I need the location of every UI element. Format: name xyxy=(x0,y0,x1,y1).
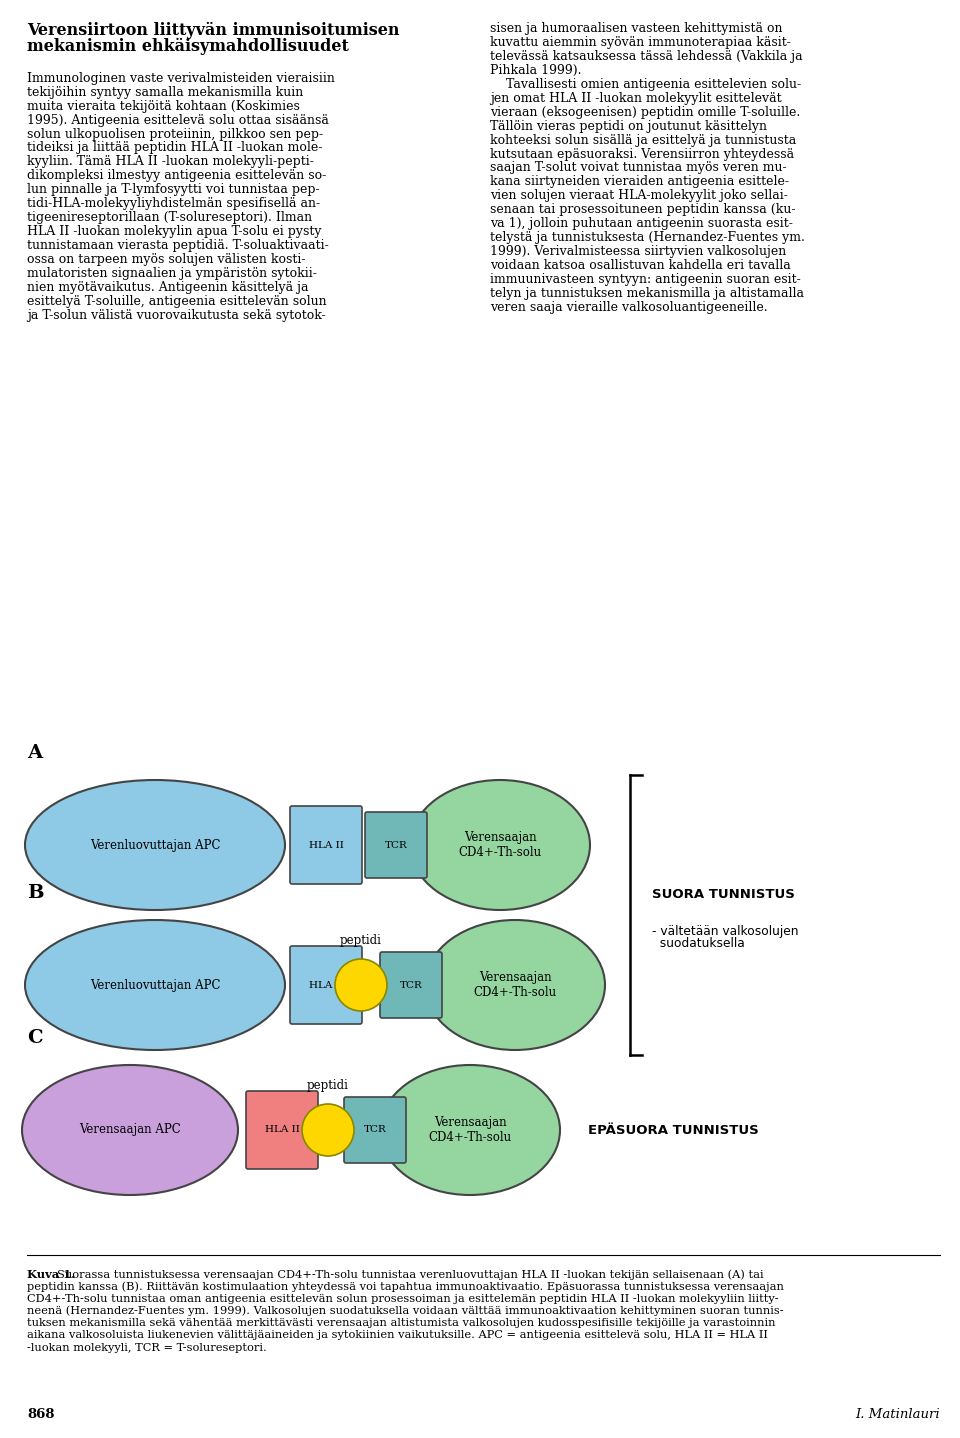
Text: - vältetään valkosolujen: - vältetään valkosolujen xyxy=(652,925,799,938)
Text: jen omat HLA II -luokan molekyylit esittelevät: jen omat HLA II -luokan molekyylit esitt… xyxy=(490,92,781,105)
Ellipse shape xyxy=(25,779,285,910)
Text: peptidi: peptidi xyxy=(340,935,382,948)
Text: peptidi: peptidi xyxy=(307,1078,348,1091)
Text: muita vieraita tekijöitä kohtaan (Koskimies: muita vieraita tekijöitä kohtaan (Koskim… xyxy=(27,99,300,112)
Text: kyyliin. Tämä HLA II -luokan molekyyli-pepti-: kyyliin. Tämä HLA II -luokan molekyyli-p… xyxy=(27,155,314,168)
Text: Suorassa tunnistuksessa verensaajan CD4+-Th-solu tunnistaa verenluovuttajan HLA : Suorassa tunnistuksessa verensaajan CD4+… xyxy=(57,1268,763,1280)
Text: esittelyä T-soluille, antigeenia esittelevän solun: esittelyä T-soluille, antigeenia esittel… xyxy=(27,295,326,308)
Text: TCR: TCR xyxy=(399,981,422,989)
Circle shape xyxy=(302,1104,354,1156)
Text: HLA II: HLA II xyxy=(308,840,344,850)
Text: A: A xyxy=(27,743,42,762)
Text: senaan tai prosessoituneen peptidin kanssa (ku-: senaan tai prosessoituneen peptidin kans… xyxy=(490,203,796,216)
Text: Kuva 1.: Kuva 1. xyxy=(27,1268,75,1280)
Text: lun pinnalle ja T-lymfosyytti voi tunnistaa pep-: lun pinnalle ja T-lymfosyytti voi tunnis… xyxy=(27,183,320,197)
Text: 868: 868 xyxy=(27,1408,55,1421)
Text: tigeenireseptorillaan (T-solureseptori). Ilman: tigeenireseptorillaan (T-solureseptori).… xyxy=(27,211,312,224)
Text: vien solujen vieraat HLA-molekyylit joko sellai-: vien solujen vieraat HLA-molekyylit joko… xyxy=(490,190,788,203)
Text: televässä katsauksessa tässä lehdessä (Vakkila ja: televässä katsauksessa tässä lehdessä (V… xyxy=(490,50,803,63)
Text: Verensiirtoon liittyvän immunisoitumisen: Verensiirtoon liittyvän immunisoitumisen xyxy=(27,22,399,39)
Ellipse shape xyxy=(425,920,605,1050)
Text: tuksen mekanismilla sekä vähentää merkittävästi verensaajan altistumista valkoso: tuksen mekanismilla sekä vähentää merkit… xyxy=(27,1319,776,1329)
Text: kana siirtyneiden vieraiden antigeenia esittele-: kana siirtyneiden vieraiden antigeenia e… xyxy=(490,175,789,188)
Text: peptidin kanssa (B). Riittävän kostimulaation yhteydessä voi tapahtua immunoakti: peptidin kanssa (B). Riittävän kostimula… xyxy=(27,1281,784,1291)
Text: HLA II: HLA II xyxy=(308,981,344,989)
Text: immuunivasteen syntyyn: antigeenin suoran esit-: immuunivasteen syntyyn: antigeenin suora… xyxy=(490,273,801,286)
Text: 1995). Antigeenia esittelevä solu ottaa sisäänsä: 1995). Antigeenia esittelevä solu ottaa … xyxy=(27,114,329,127)
Text: HLA II: HLA II xyxy=(265,1126,300,1135)
Text: sisen ja humoraalisen vasteen kehittymistä on: sisen ja humoraalisen vasteen kehittymis… xyxy=(490,22,782,35)
FancyBboxPatch shape xyxy=(380,952,442,1018)
Text: EPÄSUORA TUNNISTUS: EPÄSUORA TUNNISTUS xyxy=(588,1123,758,1136)
Text: TCR: TCR xyxy=(364,1126,386,1135)
Text: tidi-HLA-molekyyliyhdistelmän spesifisellä an-: tidi-HLA-molekyyliyhdistelmän spesifisel… xyxy=(27,197,320,210)
FancyBboxPatch shape xyxy=(344,1097,406,1163)
Text: Pihkala 1999).: Pihkala 1999). xyxy=(490,63,582,76)
Text: Immunologinen vaste verivalmisteiden vieraisiin: Immunologinen vaste verivalmisteiden vie… xyxy=(27,72,335,85)
Text: telystä ja tunnistuksesta (Hernandez-Fuentes ym.: telystä ja tunnistuksesta (Hernandez-Fue… xyxy=(490,232,804,244)
Text: Tällöin vieras peptidi on joutunut käsittelyn: Tällöin vieras peptidi on joutunut käsit… xyxy=(490,119,767,132)
Text: ja T-solun välistä vuorovaikutusta sekä sytotok-: ja T-solun välistä vuorovaikutusta sekä … xyxy=(27,309,325,322)
Text: Verensaajan APC: Verensaajan APC xyxy=(79,1123,180,1136)
Text: kohteeksi solun sisällä ja esittelyä ja tunnistusta: kohteeksi solun sisällä ja esittelyä ja … xyxy=(490,134,796,147)
Text: ossa on tarpeen myös solujen välisten kosti-: ossa on tarpeen myös solujen välisten ko… xyxy=(27,253,305,266)
Circle shape xyxy=(335,959,387,1011)
Ellipse shape xyxy=(410,779,590,910)
Text: suodatuksella: suodatuksella xyxy=(652,938,745,951)
Text: aikana valkosoluista liukenevien välittäjäaineiden ja sytokiinien vaikutuksille.: aikana valkosoluista liukenevien välittä… xyxy=(27,1330,768,1340)
Text: vieraan (eksogeenisen) peptidin omille T-soluille.: vieraan (eksogeenisen) peptidin omille T… xyxy=(490,106,801,119)
Text: mulatoristen signaalien ja ympäristön sytokii-: mulatoristen signaalien ja ympäristön sy… xyxy=(27,267,317,280)
Text: dikompleksi ilmestyy antigeenia esittelevän so-: dikompleksi ilmestyy antigeenia esittele… xyxy=(27,170,326,183)
Text: saajan T-solut voivat tunnistaa myös veren mu-: saajan T-solut voivat tunnistaa myös ver… xyxy=(490,161,786,174)
Text: nien myötävaikutus. Antigeenin käsittelyä ja: nien myötävaikutus. Antigeenin käsittely… xyxy=(27,280,308,293)
Text: voidaan katsoa osallistuvan kahdella eri tavalla: voidaan katsoa osallistuvan kahdella eri… xyxy=(490,259,791,272)
Ellipse shape xyxy=(380,1066,560,1195)
Text: HLA II -luokan molekyylin apua T-solu ei pysty: HLA II -luokan molekyylin apua T-solu ei… xyxy=(27,226,322,239)
Text: tekijöihin syntyy samalla mekanismilla kuin: tekijöihin syntyy samalla mekanismilla k… xyxy=(27,86,303,99)
Text: solun ulkopuolisen proteiinin, pilkkoo sen pep-: solun ulkopuolisen proteiinin, pilkkoo s… xyxy=(27,128,324,141)
Text: I. Matinlauri: I. Matinlauri xyxy=(855,1408,940,1421)
Ellipse shape xyxy=(25,920,285,1050)
Text: Verenluovuttajan APC: Verenluovuttajan APC xyxy=(89,978,220,991)
Text: TCR: TCR xyxy=(385,840,407,850)
Text: 1999). Verivalmisteessa siirtyvien valkosolujen: 1999). Verivalmisteessa siirtyvien valko… xyxy=(490,246,786,259)
Text: tunnistamaan vierasta peptidiä. T-soluaktivaati-: tunnistamaan vierasta peptidiä. T-soluak… xyxy=(27,239,328,252)
Text: kuvattu aiemmin syövän immunoterapiaa käsit-: kuvattu aiemmin syövän immunoterapiaa kä… xyxy=(490,36,791,49)
Text: va 1), jolloin puhutaan antigeenin suorasta esit-: va 1), jolloin puhutaan antigeenin suora… xyxy=(490,217,793,230)
FancyBboxPatch shape xyxy=(290,946,362,1024)
Text: neenä (Hernandez-Fuentes ym. 1999). Valkosolujen suodatuksella voidaan välttää i: neenä (Hernandez-Fuentes ym. 1999). Valk… xyxy=(27,1306,783,1316)
Text: Verensaajan
CD4+-Th-solu: Verensaajan CD4+-Th-solu xyxy=(459,831,541,858)
FancyBboxPatch shape xyxy=(290,807,362,884)
Text: mekanismin ehkäisymahdollisuudet: mekanismin ehkäisymahdollisuudet xyxy=(27,37,348,55)
Text: Tavallisesti omien antigeenia esittelevien solu-: Tavallisesti omien antigeenia esittelevi… xyxy=(490,78,802,91)
FancyBboxPatch shape xyxy=(365,812,427,879)
Text: Verensaajan
CD4+-Th-solu: Verensaajan CD4+-Th-solu xyxy=(473,971,557,999)
Text: B: B xyxy=(27,884,43,902)
Text: tideiksi ja liittää peptidin HLA II -luokan mole-: tideiksi ja liittää peptidin HLA II -luo… xyxy=(27,141,323,154)
Text: veren saaja vieraille valkosoluantigeeneille.: veren saaja vieraille valkosoluantigeene… xyxy=(490,301,768,313)
Text: SUORA TUNNISTUS: SUORA TUNNISTUS xyxy=(652,889,795,902)
Text: Verenluovuttajan APC: Verenluovuttajan APC xyxy=(89,838,220,851)
Ellipse shape xyxy=(22,1066,238,1195)
FancyBboxPatch shape xyxy=(246,1091,318,1169)
Text: kutsutaan epäsuoraksi. Verensiirron yhteydessä: kutsutaan epäsuoraksi. Verensiirron yhte… xyxy=(490,148,794,161)
Text: CD4+-Th-solu tunnistaa oman antigeenia esittelevän solun prosessoiman ja esittel: CD4+-Th-solu tunnistaa oman antigeenia e… xyxy=(27,1294,779,1304)
Text: -luokan molekyyli, TCR = T-solureseptori.: -luokan molekyyli, TCR = T-solureseptori… xyxy=(27,1343,267,1353)
Text: Verensaajan
CD4+-Th-solu: Verensaajan CD4+-Th-solu xyxy=(428,1116,512,1145)
Text: telyn ja tunnistuksen mekanismilla ja altistamalla: telyn ja tunnistuksen mekanismilla ja al… xyxy=(490,288,804,301)
Text: C: C xyxy=(27,1030,42,1047)
